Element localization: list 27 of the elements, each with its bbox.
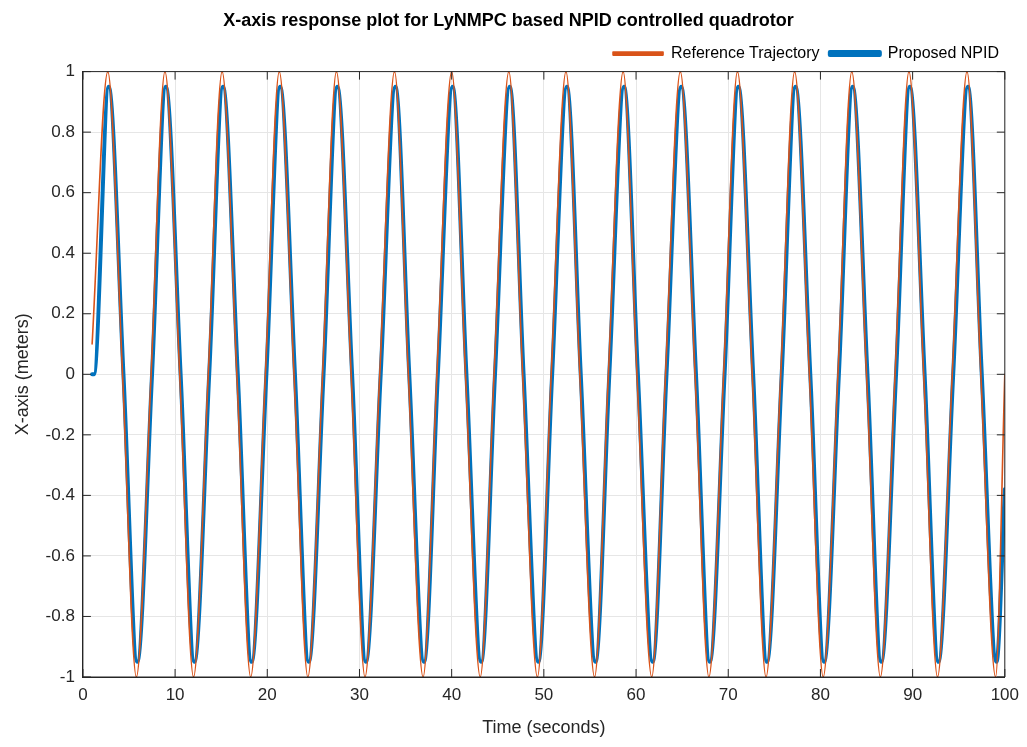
chart-title: X-axis response plot for LyNMPC based NPID controlled quadrotor [223, 9, 794, 30]
x-tick-label: 40 [442, 684, 462, 704]
y-tick-label: -1 [59, 666, 75, 686]
y-tick-label: -0.2 [45, 424, 75, 444]
y-tick-label: 0.8 [51, 121, 75, 141]
y-tick-label: 1 [65, 61, 75, 81]
x-tick-label: 30 [350, 684, 369, 704]
y-tick-label: 0 [65, 363, 75, 383]
x-axis-title: Time (seconds) [482, 717, 606, 738]
x-tick-label: 80 [810, 684, 830, 704]
y-tick-label: -0.8 [45, 606, 75, 626]
x-tick-label: 50 [534, 684, 554, 704]
y-tick-label: -0.6 [45, 545, 75, 565]
x-tick-label: 70 [718, 684, 738, 704]
x-tick-label: 60 [626, 684, 646, 704]
x-tick-label: 0 [78, 684, 88, 704]
y-tick-label: 0.6 [51, 182, 75, 202]
x-tick-label: 20 [257, 684, 277, 704]
y-tick-label: 0.2 [51, 303, 75, 323]
x-tick-label: 10 [165, 684, 185, 704]
x-tick-label: 100 [990, 684, 1020, 704]
y-tick-label: 0.4 [51, 242, 75, 262]
legend-label: Proposed NPID [887, 44, 1000, 62]
y-tick-label: -0.4 [45, 485, 75, 505]
legend-label: Reference Trajectory [671, 44, 820, 62]
y-axis-title: X-axis (meters) [11, 313, 32, 436]
x-tick-label: 90 [903, 684, 923, 704]
